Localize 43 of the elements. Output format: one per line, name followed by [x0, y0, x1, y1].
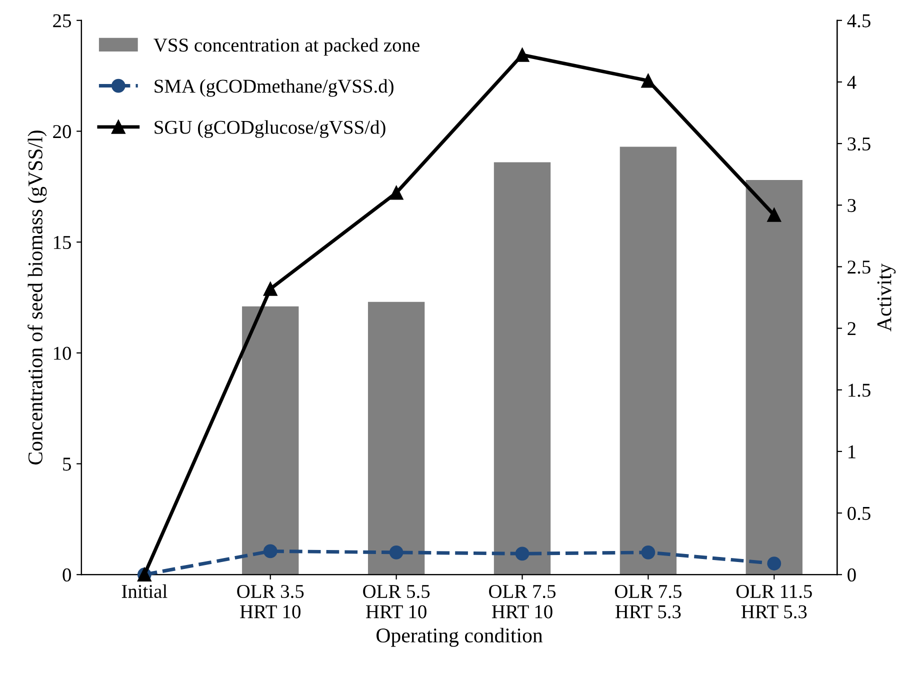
y2-tick-label: 3	[848, 199, 856, 212]
point	[263, 544, 278, 558]
x-tick-label: OLR 3.5 HRT 10	[237, 584, 304, 618]
x-axis-title: Operating condition	[376, 628, 543, 647]
y-tick-label: 5	[63, 458, 71, 471]
y-axis-title: Concentration of seed biomass (gVSS/l)	[28, 130, 47, 464]
y2-tick-label: 0	[848, 568, 856, 582]
y2-tick-label: 2	[848, 322, 856, 336]
x-tick-label: Initial	[122, 584, 168, 598]
point	[515, 48, 530, 62]
y2-tick-label: 0.5	[848, 506, 870, 520]
y-tick-label: 0	[62, 568, 71, 582]
point	[641, 74, 656, 88]
point	[767, 556, 782, 570]
y-tick-label: 15	[54, 236, 71, 250]
point	[767, 208, 782, 222]
y2-tick-label: 2.5	[848, 260, 870, 274]
y-tick-label: 20	[53, 125, 71, 138]
bar	[620, 146, 677, 575]
bar	[242, 306, 299, 575]
bar	[746, 180, 802, 575]
x-tick-label: OLR 5.5 HRT 10	[363, 584, 430, 618]
y-tick-label: 10	[54, 346, 71, 360]
point	[641, 545, 656, 560]
y2-tick-label: 3.5	[848, 137, 870, 151]
point	[515, 546, 530, 561]
y2-axis-title: Activity	[877, 263, 896, 332]
x-tick-label: OLR 11.5 HRT 5.3	[736, 584, 812, 618]
point	[389, 186, 404, 200]
y2-tick-label: 4	[847, 76, 856, 89]
y-tick-label: 25	[53, 14, 71, 28]
legend-label: SGU (gCODglucose/gVSS/d)	[154, 120, 386, 138]
x-tick-label: OLR 7.5 HRT 10	[489, 584, 556, 618]
bar	[368, 302, 425, 575]
point	[263, 282, 278, 296]
legend-label: VSS concentration at packed zone	[154, 38, 420, 56]
legend-label: SMA (gCODmethane/gVSS.d)	[154, 79, 394, 97]
point	[389, 545, 404, 560]
y2-tick-label: 1	[848, 445, 856, 458]
y2-tick-label: 4.5	[847, 14, 870, 28]
bar	[494, 162, 551, 575]
x-tick-label: OLR 7.5 HRT 5.3	[614, 584, 682, 618]
y2-tick-label: 1.5	[848, 384, 870, 397]
